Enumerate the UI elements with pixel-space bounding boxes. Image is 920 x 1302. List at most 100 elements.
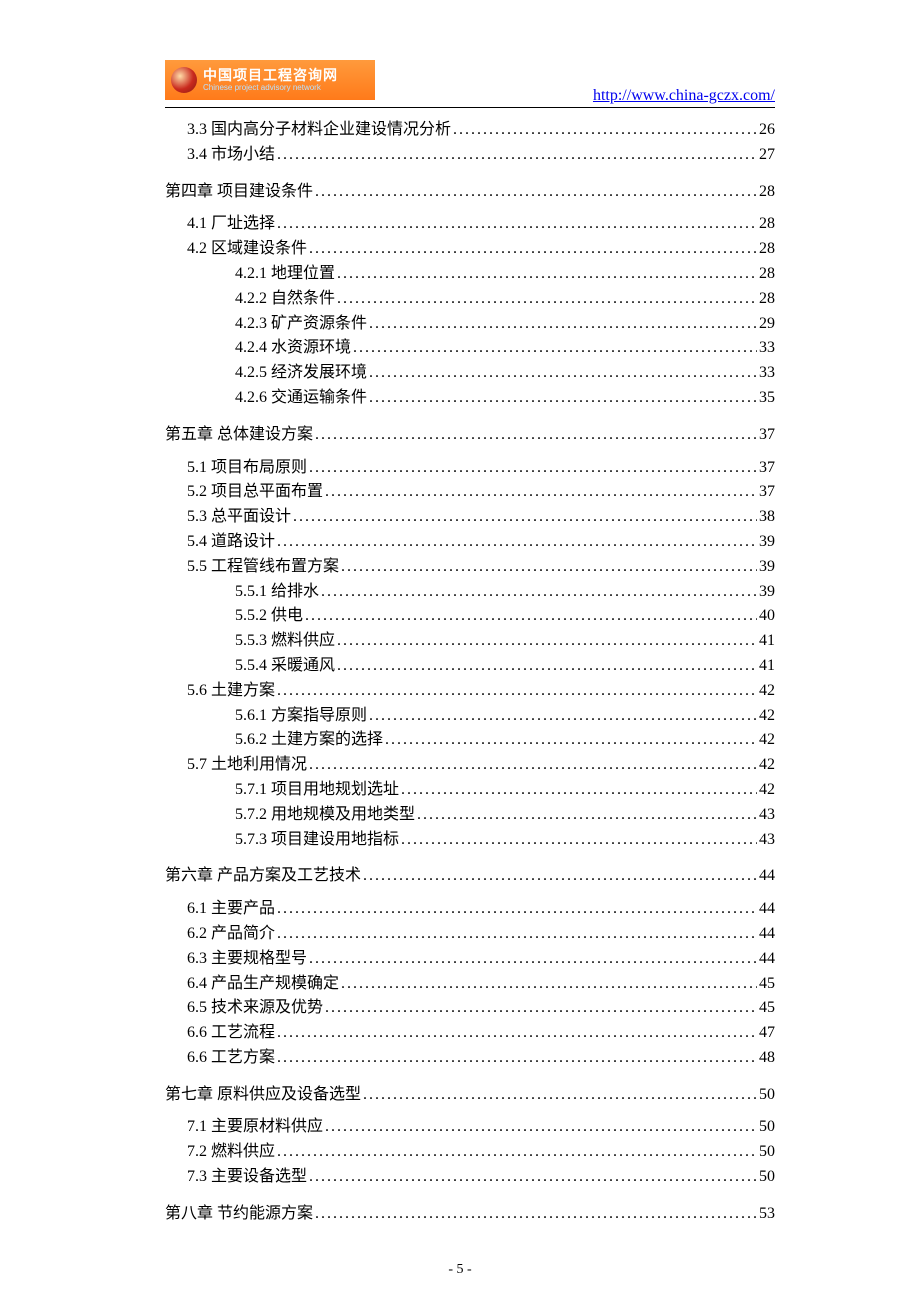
toc-label: 5.5 工程管线布置方案 <box>187 555 339 580</box>
toc-label: 4.2.1 地理位置 <box>235 262 335 287</box>
toc-label: 6.6 工艺方案 <box>187 1046 275 1071</box>
toc-leader-dots <box>309 456 757 481</box>
toc-page-number: 40 <box>759 604 775 629</box>
toc-page-number: 39 <box>759 555 775 580</box>
toc-entry: 7.1 主要原材料供应50 <box>187 1115 775 1140</box>
toc-entry: 5.7.2 用地规模及用地类型 43 <box>235 803 775 828</box>
toc-page-number: 33 <box>759 336 775 361</box>
toc-entry: 6.6 工艺流程47 <box>187 1021 775 1046</box>
toc-label: 5.7.2 用地规模及用地类型 <box>235 803 415 828</box>
toc-page-number: 50 <box>759 1083 775 1108</box>
toc-label: 5.4 道路设计 <box>187 530 275 555</box>
toc-entry: 4.1 厂址选择28 <box>187 212 775 237</box>
toc-page-number: 39 <box>759 580 775 605</box>
toc-label: 5.6.1 方案指导原则 <box>235 704 367 729</box>
toc-label: 3.3 国内高分子材料企业建设情况分析 <box>187 118 451 143</box>
toc-label: 4.1 厂址选择 <box>187 212 275 237</box>
toc-entry: 第六章 产品方案及工艺技术44 <box>165 864 775 889</box>
toc-label: 6.3 主要规格型号 <box>187 947 307 972</box>
toc-entry: 6.5 技术来源及优势 45 <box>187 996 775 1021</box>
toc-label: 第四章 项目建设条件 <box>165 180 313 205</box>
toc-entry: 5.4 道路设计 39 <box>187 530 775 555</box>
logo-text: 中国项目工程咨询网 Chinese project advisory netwo… <box>203 68 338 92</box>
toc-leader-dots <box>277 1046 757 1071</box>
toc-entry: 6.4 产品生产规模确定45 <box>187 972 775 997</box>
table-of-contents: 3.3 国内高分子材料企业建设情况分析 26 3.4 市场小结 27 第四章 项目建设条… <box>165 118 775 1227</box>
toc-page-number: 29 <box>759 312 775 337</box>
toc-leader-dots <box>321 580 757 605</box>
toc-label: 5.5.4 采暖通风 <box>235 654 335 679</box>
toc-label: 5.3 总平面设计 <box>187 505 291 530</box>
toc-entry: 5.5.4 采暖通风41 <box>235 654 775 679</box>
toc-leader-dots <box>293 505 757 530</box>
toc-entry: 5.7.3 项目建设用地指标43 <box>235 828 775 853</box>
toc-entry: 6.6 工艺方案 48 <box>187 1046 775 1071</box>
toc-page-number: 42 <box>759 679 775 704</box>
toc-entry: 3.4 市场小结 27 <box>187 143 775 168</box>
toc-label: 4.2.6 交通运输条件 <box>235 386 367 411</box>
toc-label: 7.3 主要设备选型 <box>187 1165 307 1190</box>
toc-leader-dots <box>305 604 757 629</box>
toc-page-number: 42 <box>759 778 775 803</box>
toc-label: 第八章 节约能源方案 <box>165 1202 313 1227</box>
toc-entry: 4.2.1 地理位置 28 <box>235 262 775 287</box>
toc-label: 第七章 原料供应及设备选型 <box>165 1083 361 1108</box>
site-url-link[interactable]: http://www.china-gczx.com/ <box>593 87 775 105</box>
logo-badge-icon <box>171 67 197 93</box>
toc-leader-dots <box>277 212 757 237</box>
toc-page-number: 26 <box>759 118 775 143</box>
toc-leader-dots <box>277 679 757 704</box>
toc-label: 5.5.2 供电 <box>235 604 303 629</box>
toc-entry: 5.3 总平面设计38 <box>187 505 775 530</box>
toc-leader-dots <box>401 778 757 803</box>
toc-entry: 4.2.3 矿产资源条件29 <box>235 312 775 337</box>
toc-label: 6.4 产品生产规模确定 <box>187 972 339 997</box>
toc-page-number: 44 <box>759 897 775 922</box>
toc-leader-dots <box>325 1115 757 1140</box>
toc-page-number: 42 <box>759 704 775 729</box>
toc-label: 5.5.1 给排水 <box>235 580 319 605</box>
toc-leader-dots <box>363 864 757 889</box>
toc-page-number: 50 <box>759 1165 775 1190</box>
toc-leader-dots <box>325 480 757 505</box>
toc-page-number: 45 <box>759 996 775 1021</box>
toc-leader-dots <box>277 1021 757 1046</box>
toc-page-number: 39 <box>759 530 775 555</box>
toc-page-number: 27 <box>759 143 775 168</box>
toc-label: 第五章 总体建设方案 <box>165 423 313 448</box>
toc-leader-dots <box>315 180 757 205</box>
toc-label: 4.2.2 自然条件 <box>235 287 335 312</box>
toc-label: 6.5 技术来源及优势 <box>187 996 323 1021</box>
toc-entry: 6.1 主要产品44 <box>187 897 775 922</box>
toc-entry: 第四章 项目建设条件28 <box>165 180 775 205</box>
toc-page-number: 50 <box>759 1115 775 1140</box>
toc-page-number: 28 <box>759 262 775 287</box>
document-page: 中国项目工程咨询网 Chinese project advisory netwo… <box>165 60 775 1235</box>
toc-page-number: 37 <box>759 480 775 505</box>
toc-leader-dots <box>341 972 757 997</box>
toc-label: 4.2 区域建设条件 <box>187 237 307 262</box>
toc-label: 5.7.1 项目用地规划选址 <box>235 778 399 803</box>
toc-leader-dots <box>277 897 757 922</box>
toc-label: 第六章 产品方案及工艺技术 <box>165 864 361 889</box>
toc-entry: 5.5.3 燃料供应41 <box>235 629 775 654</box>
toc-page-number: 37 <box>759 456 775 481</box>
toc-page-number: 35 <box>759 386 775 411</box>
toc-entry: 4.2.6 交通运输条件 35 <box>235 386 775 411</box>
toc-leader-dots <box>337 287 757 312</box>
toc-page-number: 43 <box>759 803 775 828</box>
toc-label: 3.4 市场小结 <box>187 143 275 168</box>
toc-entry: 4.2 区域建设条件28 <box>187 237 775 262</box>
toc-page-number: 42 <box>759 753 775 778</box>
toc-leader-dots <box>417 803 757 828</box>
toc-page-number: 43 <box>759 828 775 853</box>
logo-title-cn: 中国项目工程咨询网 <box>203 68 338 82</box>
toc-leader-dots <box>315 423 757 448</box>
toc-page-number: 48 <box>759 1046 775 1071</box>
toc-leader-dots <box>363 1083 757 1108</box>
toc-entry: 5.7.1 项目用地规划选址 42 <box>235 778 775 803</box>
toc-entry: 5.2 项目总平面布置37 <box>187 480 775 505</box>
toc-leader-dots <box>277 530 757 555</box>
toc-label: 5.5.3 燃料供应 <box>235 629 335 654</box>
toc-entry: 4.2.4 水资源环境33 <box>235 336 775 361</box>
